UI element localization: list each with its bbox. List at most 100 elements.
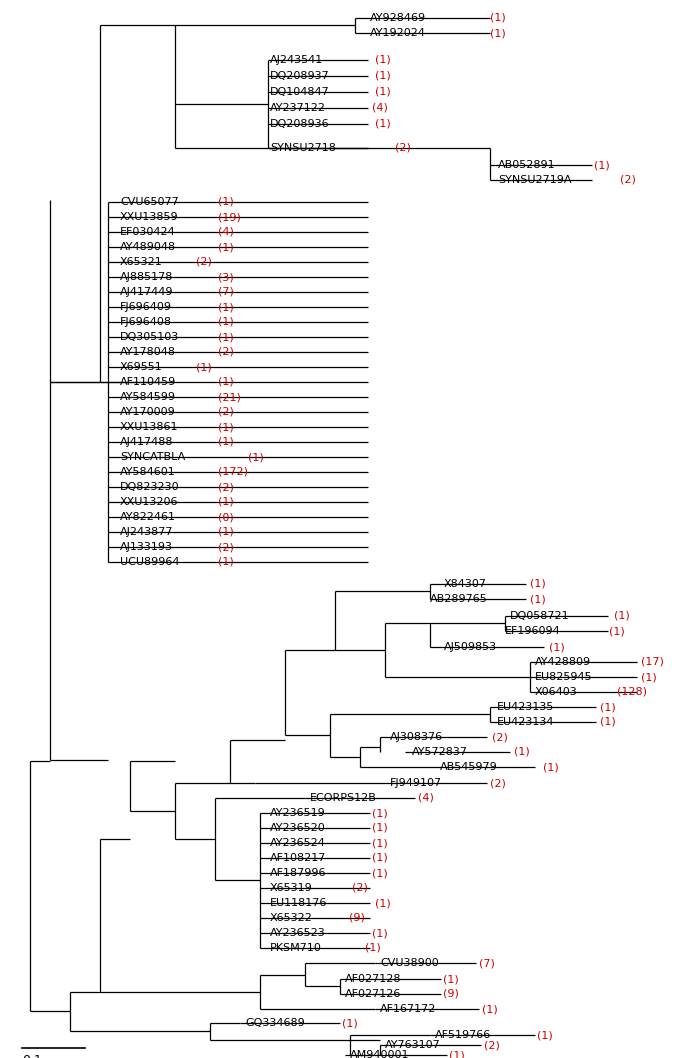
Text: (3): (3) <box>218 272 234 282</box>
Text: DQ208937: DQ208937 <box>270 71 330 81</box>
Text: (4): (4) <box>372 103 388 113</box>
Text: XXU13859: XXU13859 <box>120 212 179 222</box>
Text: (1): (1) <box>342 1018 358 1028</box>
Text: (4): (4) <box>418 794 434 803</box>
Text: EU423134: EU423134 <box>497 717 554 727</box>
Text: (1): (1) <box>218 332 234 342</box>
Text: (1): (1) <box>248 452 264 462</box>
Text: (1): (1) <box>218 317 234 327</box>
Text: X69551: X69551 <box>120 362 163 372</box>
Text: AF519766: AF519766 <box>435 1030 491 1040</box>
Text: AF027128: AF027128 <box>345 974 401 984</box>
Text: DQ823230: DQ823230 <box>120 482 180 492</box>
Text: EF196094: EF196094 <box>505 626 561 636</box>
Text: (1): (1) <box>609 626 625 636</box>
Text: (9): (9) <box>349 913 365 923</box>
Text: AY584599: AY584599 <box>120 393 176 402</box>
Text: AJ885178: AJ885178 <box>120 272 173 282</box>
Text: (1): (1) <box>218 497 234 507</box>
Text: EF030424: EF030424 <box>120 227 176 237</box>
Text: EU825945: EU825945 <box>535 672 593 682</box>
Text: (1): (1) <box>514 747 530 758</box>
Text: AY763107: AY763107 <box>385 1040 441 1050</box>
Text: DQ104847: DQ104847 <box>270 87 330 97</box>
Text: AY192024: AY192024 <box>370 28 426 38</box>
Text: (9): (9) <box>443 989 459 999</box>
Text: DQ058721: DQ058721 <box>510 612 569 621</box>
Text: SYNCATBLA: SYNCATBLA <box>120 452 185 462</box>
Text: (2): (2) <box>352 883 368 893</box>
Text: AY236520: AY236520 <box>270 823 325 833</box>
Text: AY236524: AY236524 <box>270 838 326 849</box>
Text: (2): (2) <box>196 257 212 267</box>
Text: AB545979: AB545979 <box>440 762 498 772</box>
Text: GQ334689: GQ334689 <box>245 1018 305 1028</box>
Text: (1): (1) <box>218 197 234 207</box>
Text: (0): (0) <box>218 512 234 522</box>
Text: (1): (1) <box>641 672 656 682</box>
Text: CVU38900: CVU38900 <box>380 957 439 968</box>
Text: (1): (1) <box>372 838 388 849</box>
Text: (1): (1) <box>372 853 388 863</box>
Text: (1): (1) <box>490 28 506 38</box>
Text: (1): (1) <box>372 808 388 818</box>
Text: (1): (1) <box>482 1004 498 1014</box>
Text: DQ305103: DQ305103 <box>120 332 179 342</box>
Text: (128): (128) <box>617 687 647 697</box>
Text: (2): (2) <box>218 407 234 417</box>
Text: PKSM710: PKSM710 <box>270 943 322 953</box>
Text: (7): (7) <box>218 287 234 297</box>
Text: ECORPS12B: ECORPS12B <box>310 794 377 803</box>
Text: AF110459: AF110459 <box>120 377 176 387</box>
Text: (1): (1) <box>372 823 388 833</box>
Text: (2): (2) <box>492 732 508 742</box>
Text: AY236523: AY236523 <box>270 928 325 938</box>
Text: (1): (1) <box>375 898 390 908</box>
Text: AJ417488: AJ417488 <box>120 437 173 446</box>
Text: AF027126: AF027126 <box>345 989 401 999</box>
Text: AJ243877: AJ243877 <box>120 527 173 537</box>
Text: (1): (1) <box>365 943 381 953</box>
Text: (1): (1) <box>218 377 234 387</box>
Text: (1): (1) <box>530 594 546 604</box>
Text: (1): (1) <box>218 437 234 446</box>
Text: AJ417449: AJ417449 <box>120 287 173 297</box>
Text: 0.1: 0.1 <box>22 1054 42 1058</box>
Text: (1): (1) <box>375 87 390 97</box>
Text: SYNSU2719A: SYNSU2719A <box>498 175 571 185</box>
Text: (2): (2) <box>218 542 234 552</box>
Text: (2): (2) <box>218 347 234 357</box>
Text: (4): (4) <box>218 227 234 237</box>
Text: EU423135: EU423135 <box>497 703 554 712</box>
Text: X06403: X06403 <box>535 687 578 697</box>
Text: (1): (1) <box>490 13 506 23</box>
Text: FJ696408: FJ696408 <box>120 317 172 327</box>
Text: EU118176: EU118176 <box>270 898 328 908</box>
Text: SYNSU2718: SYNSU2718 <box>270 143 336 153</box>
Text: (1): (1) <box>218 422 234 432</box>
Text: AB052891: AB052891 <box>498 160 556 170</box>
Text: (1): (1) <box>375 71 390 81</box>
Text: XXU13206: XXU13206 <box>120 497 178 507</box>
Text: AY822461: AY822461 <box>120 512 176 522</box>
Text: (1): (1) <box>443 974 459 984</box>
Text: AF167172: AF167172 <box>380 1004 437 1014</box>
Text: AF187996: AF187996 <box>270 868 327 878</box>
Text: (1): (1) <box>530 579 546 589</box>
Text: FJ696409: FJ696409 <box>120 302 172 312</box>
Text: AJ509853: AJ509853 <box>444 642 497 652</box>
Text: AY236519: AY236519 <box>270 808 325 818</box>
Text: (1): (1) <box>375 118 390 129</box>
Text: X84307: X84307 <box>444 579 487 589</box>
Text: (1): (1) <box>218 557 234 567</box>
Text: AY178048: AY178048 <box>120 347 176 357</box>
Text: (1): (1) <box>218 302 234 312</box>
Text: AY428809: AY428809 <box>535 657 591 667</box>
Text: AY170009: AY170009 <box>120 407 176 417</box>
Text: UCU89964: UCU89964 <box>120 557 180 567</box>
Text: (1): (1) <box>218 527 234 537</box>
Text: AB289765: AB289765 <box>430 594 488 604</box>
Text: AM940001: AM940001 <box>350 1050 410 1058</box>
Text: (1): (1) <box>372 928 388 938</box>
Text: (1): (1) <box>372 868 388 878</box>
